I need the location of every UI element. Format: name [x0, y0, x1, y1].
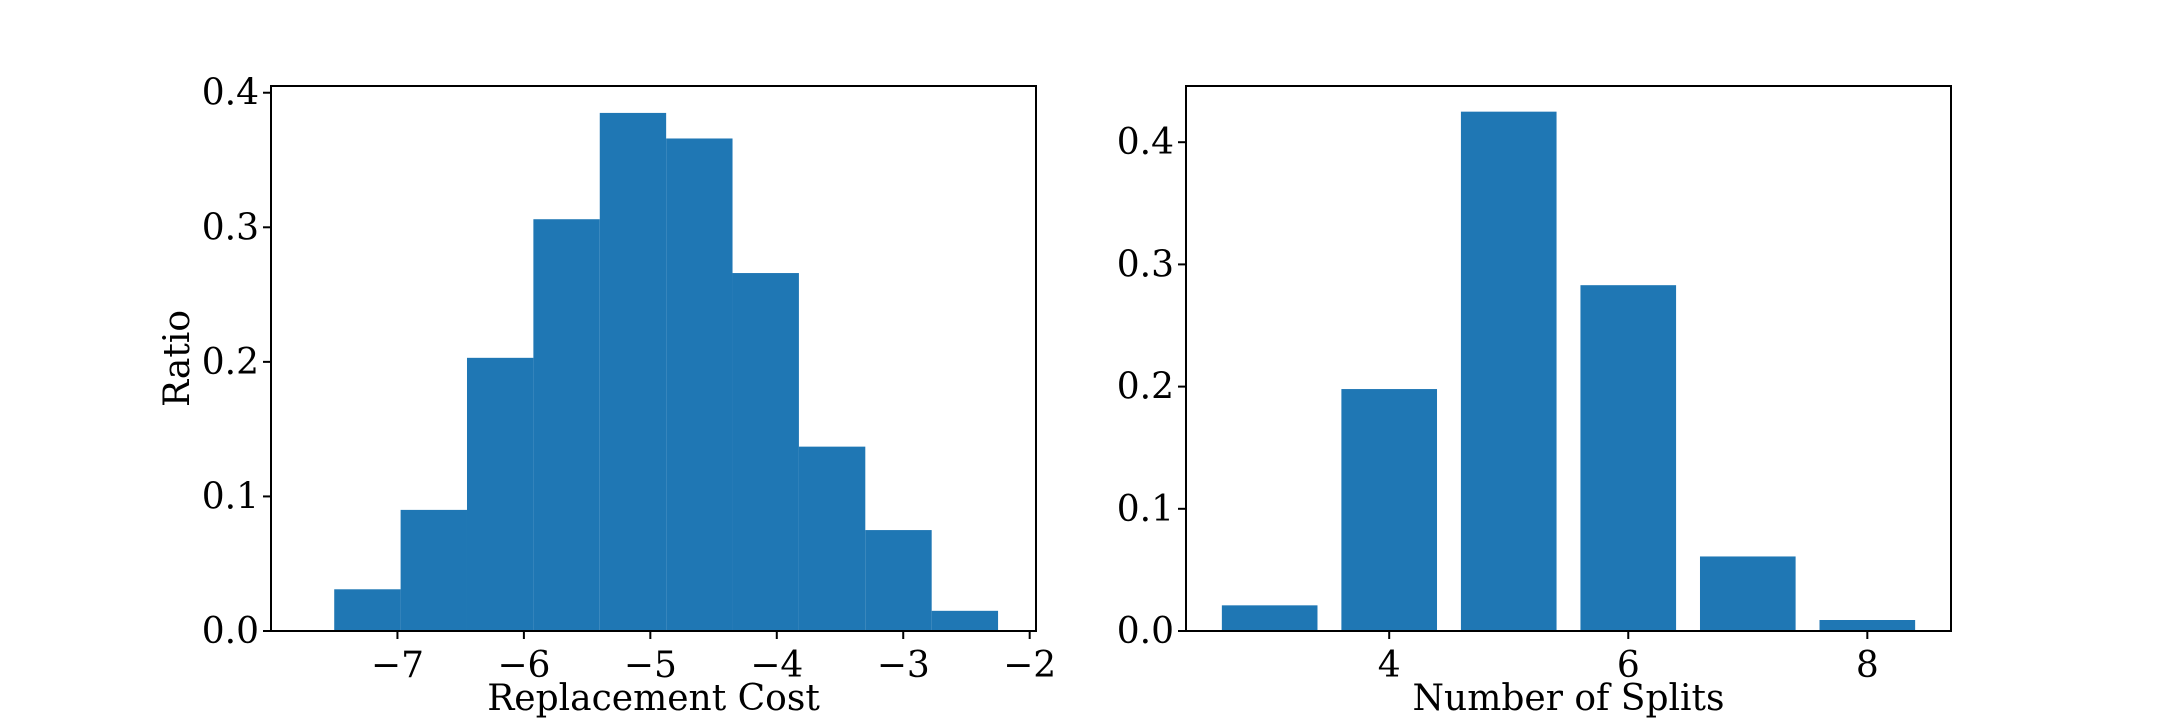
y-tick-label: 0.1	[1117, 489, 1174, 530]
y-tick-label: 0.4	[1117, 122, 1174, 163]
x-tick-label: −5	[624, 645, 677, 686]
split-count-bars	[1221, 111, 1916, 631]
x-tick-label: −3	[877, 645, 930, 686]
histogram-panel: −7 −6 −5 −4 −3 −2 0.0 0.1 0.2 0.3 0.4 Replacement…	[157, 73, 1056, 719]
bar-3	[1580, 285, 1677, 631]
bar-8	[865, 530, 932, 631]
x-tick-label: 8	[1856, 645, 1879, 686]
y-tick-label: 0.3	[202, 207, 259, 248]
x-axis-ticks: −7 −6 −5 −4 −3 −2	[371, 631, 1056, 686]
x-axis-label: Number of Splits	[1413, 678, 1725, 719]
y-tick-label: 0.2	[202, 342, 259, 383]
y-tick-label: 0.1	[202, 476, 259, 517]
plot-frame	[1185, 85, 1952, 632]
y-axis-ticks: 0.0 0.1 0.2 0.3 0.4	[1117, 122, 1186, 652]
bar-1	[1341, 389, 1438, 631]
plot-frame	[270, 85, 1037, 632]
x-tick-label: 6	[1617, 645, 1640, 686]
x-tick-label: −6	[497, 645, 550, 686]
x-tick-label: −2	[1003, 645, 1056, 686]
bar-4	[1699, 556, 1796, 631]
bar-5	[1819, 620, 1916, 631]
y-axis-ticks: 0.0 0.1 0.2 0.3 0.4	[202, 73, 271, 652]
bar-chart-panel: 4 6 8 0.0 0.1 0.2 0.3 0.4 Number of Splits	[1117, 85, 1952, 719]
x-axis-ticks: 4 6 8	[1378, 631, 1879, 686]
bar-1	[400, 509, 467, 631]
x-tick-label: −4	[750, 645, 803, 686]
bar-0	[334, 589, 401, 631]
y-tick-label: 0.2	[1117, 367, 1174, 408]
bar-0	[1221, 605, 1318, 631]
histogram-bars	[334, 112, 999, 632]
bar-2	[1460, 111, 1557, 631]
bar-2	[466, 357, 534, 631]
y-tick-label: 0.0	[202, 611, 259, 652]
bar-4	[599, 112, 667, 632]
x-tick-label: −7	[371, 645, 424, 686]
bar-9	[931, 610, 999, 631]
x-tick-label: 4	[1378, 645, 1401, 686]
bar-7	[798, 446, 866, 631]
bar-6	[732, 273, 799, 631]
y-tick-label: 0.4	[202, 73, 259, 114]
bar-3	[533, 219, 600, 631]
x-axis-label: Replacement Cost	[487, 678, 820, 719]
y-tick-label: 0.0	[1117, 611, 1174, 652]
bar-5	[666, 138, 733, 631]
y-axis-label: Ratio	[157, 310, 198, 407]
y-tick-label: 0.3	[1117, 244, 1174, 285]
